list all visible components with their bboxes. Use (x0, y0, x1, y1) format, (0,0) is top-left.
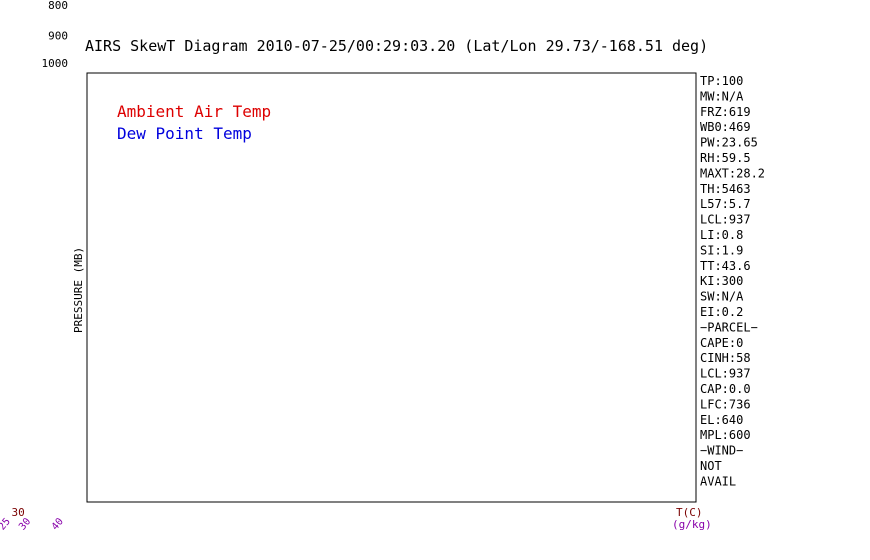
index-entry: RH:59.5 (700, 151, 751, 165)
pressure-tick-label: 800 (48, 0, 68, 12)
legend-ambient-air-temp: Ambient Air Temp (117, 102, 271, 121)
index-entry: LCL:937 (700, 367, 751, 381)
index-entry: CAP:0.0 (700, 382, 751, 396)
legend: Ambient Air Temp Dew Point Temp (117, 102, 271, 143)
index-entry: CINH:58 (700, 351, 751, 365)
legend-dew-point-temp: Dew Point Temp (117, 124, 252, 143)
index-entry: LCL:937 (700, 213, 751, 227)
index-entry: WB0:469 (700, 120, 751, 134)
index-entry: TH:5463 (700, 182, 751, 196)
index-entry: TP:100 (700, 74, 743, 88)
bottom-temp-tick-label: 30 (11, 506, 24, 519)
index-entry: AVAIL (700, 474, 736, 488)
index-entry: LI:0.8 (700, 228, 743, 242)
index-entry: FRZ:619 (700, 105, 751, 119)
pressure-tick-label: 1000 (42, 57, 69, 70)
index-entry: MW:N/A (700, 89, 744, 103)
index-entry: CAPE:0 (700, 336, 743, 350)
index-entry: MAXT:28.2 (700, 166, 765, 180)
index-entry: EL:640 (700, 413, 743, 427)
index-entry: NOT (700, 459, 722, 473)
index-entry: KI:300 (700, 274, 743, 288)
plot-frame (86, 72, 697, 503)
chart-title: AIRS SkewT Diagram 2010-07-25/00:29:03.2… (85, 37, 708, 55)
index-entry: TT:43.6 (700, 259, 751, 273)
tc-label: T(C) (676, 506, 703, 519)
index-entry: MPL:600 (700, 428, 751, 442)
index-entry: L57:5.7 (700, 197, 751, 211)
index-entry: SW:N/A (700, 290, 744, 304)
index-entry: EI:0.2 (700, 305, 743, 319)
index-entry: −PARCEL− (700, 320, 758, 334)
index-entry: SI:1.9 (700, 243, 743, 257)
mixing-ratio-unit-label: (g/kg) (672, 518, 712, 531)
index-entry: PW:23.65 (700, 136, 758, 150)
pressure-tick-label: 900 (48, 29, 68, 42)
index-entry: −WIND− (700, 444, 743, 458)
y-axis-label: PRESSURE (MB) (72, 247, 85, 333)
index-entry: LFC:736 (700, 397, 751, 411)
